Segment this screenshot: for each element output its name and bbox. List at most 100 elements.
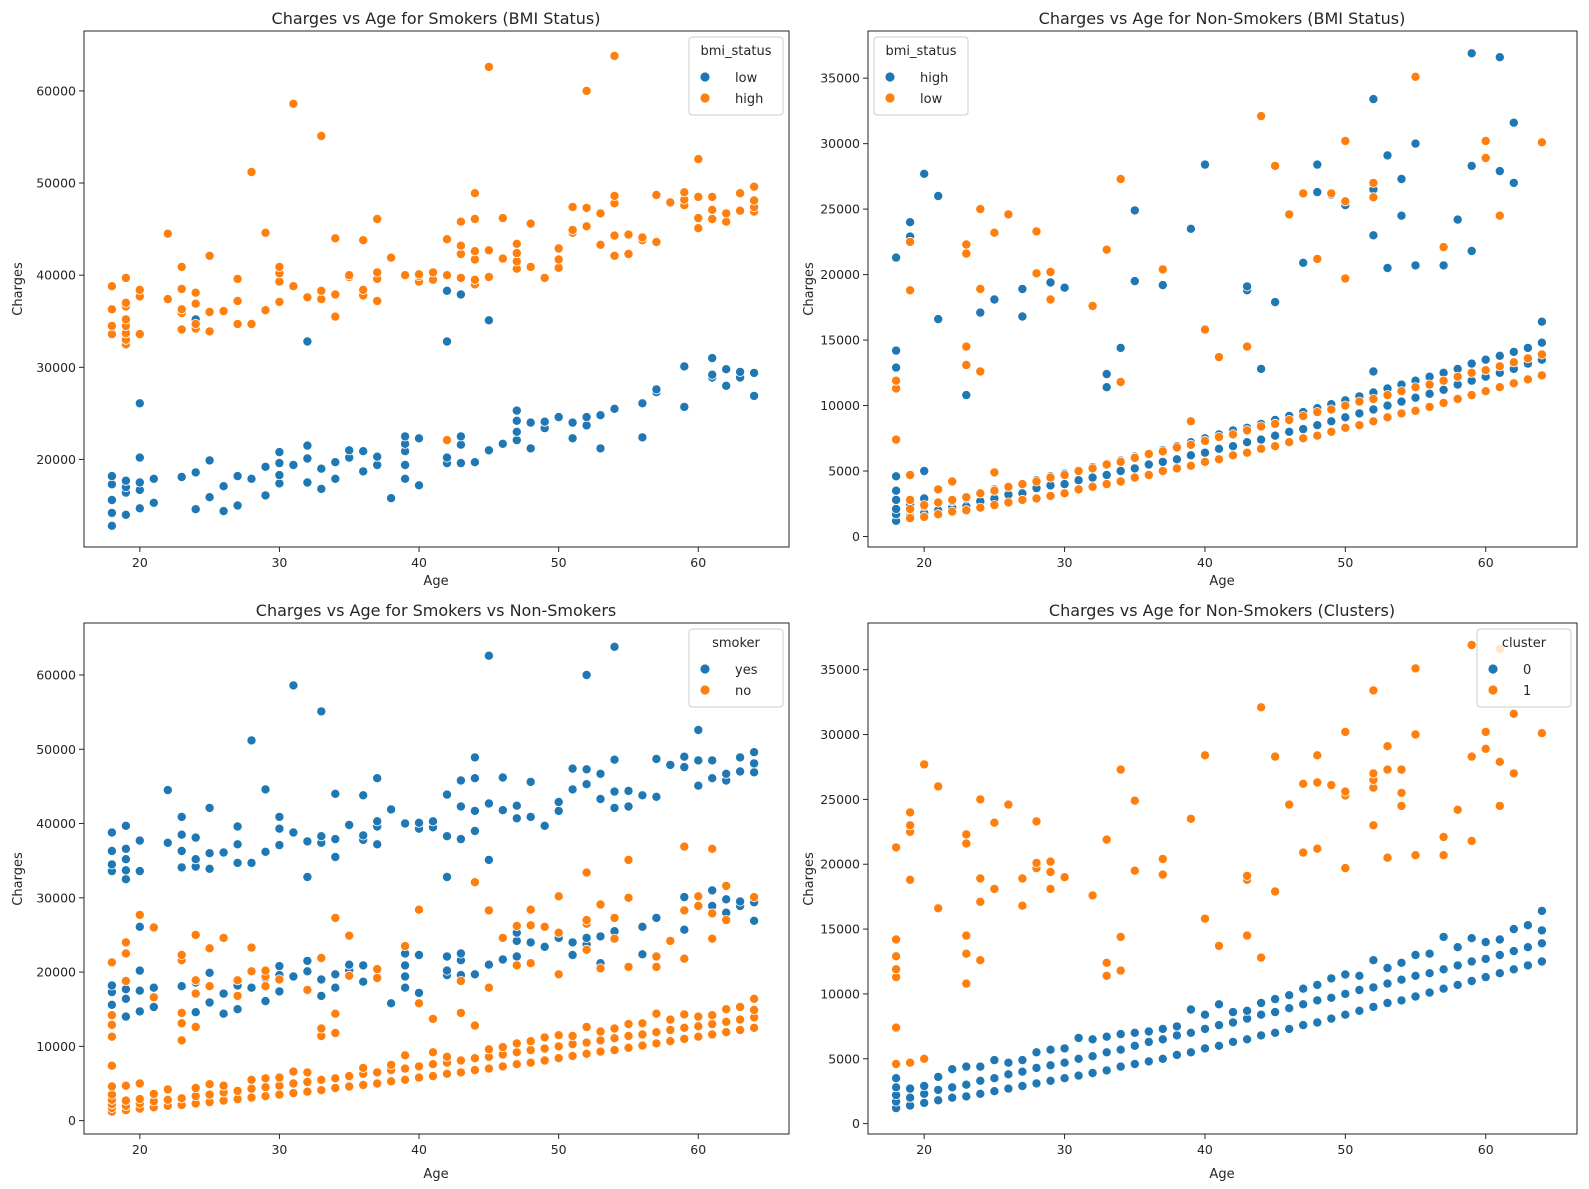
data-point — [595, 1026, 606, 1037]
data-point — [148, 992, 159, 1003]
data-point — [1368, 230, 1379, 241]
data-point — [595, 410, 606, 421]
data-point — [469, 457, 480, 468]
data-point — [1185, 460, 1196, 471]
y-tick-label: 5000 — [828, 1051, 860, 1066]
data-point — [1101, 1031, 1112, 1042]
data-point — [961, 948, 972, 959]
data-point — [190, 504, 201, 515]
data-point — [1101, 469, 1112, 480]
data-point — [679, 361, 690, 372]
data-point — [1031, 1062, 1042, 1073]
data-point — [581, 764, 592, 775]
data-point — [218, 481, 229, 492]
data-point — [1143, 448, 1154, 459]
data-point — [1270, 751, 1281, 762]
data-point — [525, 218, 536, 229]
data-point — [190, 988, 201, 999]
data-point — [1045, 490, 1056, 501]
data-point — [441, 951, 452, 962]
data-point — [1157, 446, 1168, 457]
y-tick-label: 25000 — [820, 792, 860, 807]
data-point — [1368, 955, 1379, 966]
data-point — [1087, 1068, 1098, 1079]
data-point — [106, 827, 117, 838]
data-point — [134, 835, 145, 846]
data-point — [905, 217, 916, 228]
data-point — [595, 931, 606, 942]
data-point — [989, 817, 1000, 828]
data-point — [1382, 412, 1393, 423]
data-point — [581, 420, 592, 431]
data-point — [511, 921, 522, 932]
x-tick-label: 20 — [916, 1142, 932, 1157]
data-point — [511, 813, 522, 824]
data-point — [455, 240, 466, 251]
data-point — [1200, 1043, 1211, 1054]
x-axis-label: Age — [1209, 1167, 1234, 1182]
data-point — [330, 982, 341, 993]
data-point — [1312, 420, 1323, 431]
data-point — [260, 784, 271, 795]
chart-title: Charges vs Age for Smokers (BMI Status) — [272, 9, 601, 28]
data-point — [120, 843, 131, 854]
data-point — [413, 480, 424, 491]
data-point — [975, 366, 986, 377]
data-point — [190, 467, 201, 478]
data-point — [1382, 764, 1393, 775]
data-point — [891, 951, 902, 962]
data-point — [1073, 475, 1084, 486]
data-point — [1396, 957, 1407, 968]
data-point — [1059, 1073, 1070, 1084]
data-point — [1368, 820, 1379, 831]
data-point — [735, 1025, 746, 1036]
data-point — [609, 250, 620, 261]
data-point — [218, 932, 229, 943]
data-point — [330, 1083, 341, 1094]
data-point — [581, 932, 592, 943]
data-point — [120, 475, 131, 486]
data-point — [344, 1081, 355, 1092]
data-point — [1017, 479, 1028, 490]
x-tick-label: 50 — [551, 555, 567, 570]
data-point — [707, 843, 718, 854]
data-point — [553, 262, 564, 273]
data-point — [1200, 324, 1211, 335]
data-point — [651, 791, 662, 802]
data-point — [735, 896, 746, 907]
data-point — [1087, 1034, 1098, 1045]
data-point — [1256, 702, 1267, 713]
data-point — [1494, 361, 1505, 372]
plot-area-frame — [867, 30, 1578, 548]
data-point — [427, 1071, 438, 1082]
panel-smokers-bmi: Charges vs Age for Smokers (BMI Status) … — [11, 9, 790, 589]
data-point — [1368, 177, 1379, 188]
data-point — [288, 1066, 299, 1077]
data-point — [553, 797, 564, 808]
data-point — [1031, 1047, 1042, 1058]
data-point — [1115, 931, 1126, 942]
data-point — [947, 476, 958, 487]
x-tick-label: 30 — [271, 1142, 287, 1157]
data-point — [975, 1088, 986, 1099]
data-point — [1031, 1078, 1042, 1089]
data-point — [1185, 223, 1196, 234]
data-point — [933, 903, 944, 914]
data-point — [919, 168, 930, 179]
data-point — [120, 314, 131, 325]
y-tick-label: 35000 — [820, 662, 860, 677]
data-point — [1340, 786, 1351, 797]
data-point — [176, 471, 187, 482]
data-point — [176, 261, 187, 272]
data-point — [1466, 390, 1477, 401]
data-point — [1382, 852, 1393, 863]
data-point — [1214, 443, 1225, 454]
data-point — [1466, 160, 1477, 171]
data-point — [330, 1028, 341, 1039]
data-point — [933, 190, 944, 201]
data-point — [1185, 439, 1196, 450]
data-point — [1087, 890, 1098, 901]
data-point — [721, 1004, 732, 1015]
data-point — [120, 820, 131, 831]
data-point — [400, 818, 411, 829]
